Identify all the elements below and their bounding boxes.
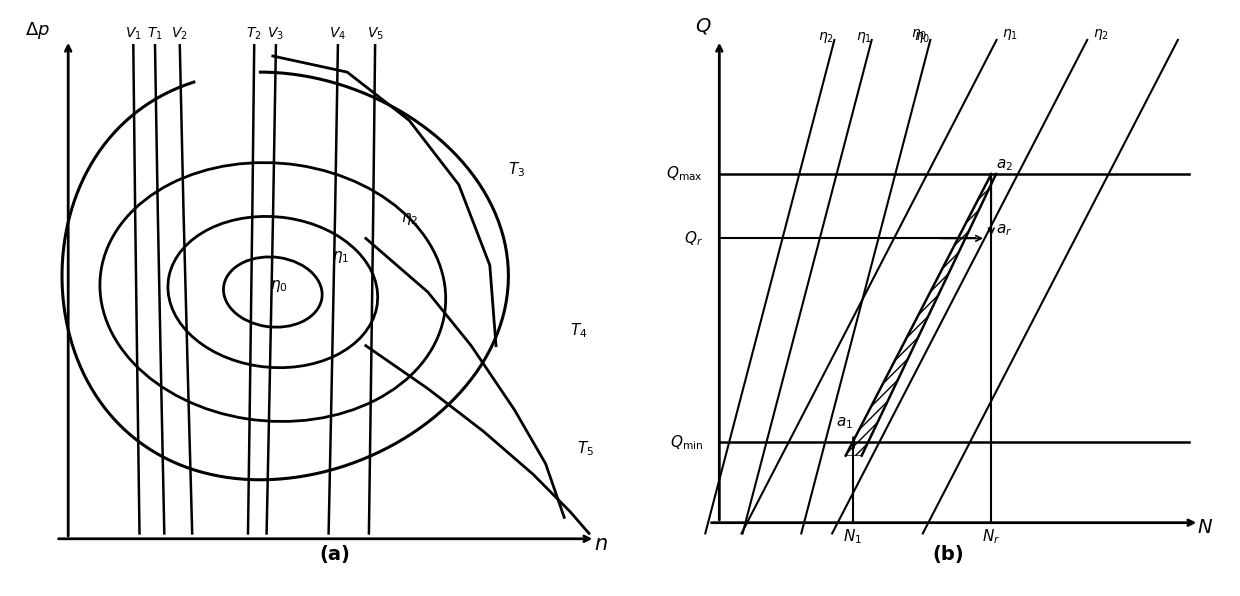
Text: $N$: $N$ xyxy=(1197,519,1213,538)
Text: $T_2$: $T_2$ xyxy=(247,25,262,42)
Text: (b): (b) xyxy=(932,545,965,564)
Text: $N_1$: $N_1$ xyxy=(843,527,862,546)
Text: $a_r$: $a_r$ xyxy=(997,222,1013,238)
Text: $V_2$: $V_2$ xyxy=(171,25,188,42)
Text: $\eta_2$: $\eta_2$ xyxy=(818,30,835,45)
Text: $n$: $n$ xyxy=(594,533,609,554)
Text: $Q_{\mathrm{max}}$: $Q_{\mathrm{max}}$ xyxy=(666,164,703,184)
Text: $T_1$: $T_1$ xyxy=(148,25,162,42)
Text: $\eta_2$: $\eta_2$ xyxy=(1092,27,1109,42)
Text: $V_5$: $V_5$ xyxy=(367,25,383,42)
Polygon shape xyxy=(846,174,996,455)
Text: $V_1$: $V_1$ xyxy=(125,25,141,42)
Text: $V_4$: $V_4$ xyxy=(330,25,346,42)
Text: $\eta_2$: $\eta_2$ xyxy=(401,212,418,227)
Text: $\eta_0$: $\eta_0$ xyxy=(914,30,930,45)
Text: $T_3$: $T_3$ xyxy=(508,160,526,179)
Text: $\eta_1$: $\eta_1$ xyxy=(856,30,872,45)
Text: $a_1$: $a_1$ xyxy=(836,415,853,431)
Text: $a_2$: $a_2$ xyxy=(996,158,1013,173)
Text: $T_5$: $T_5$ xyxy=(577,439,594,458)
Text: $\Delta p$: $\Delta p$ xyxy=(25,20,50,41)
Text: $\eta_1$: $\eta_1$ xyxy=(332,249,350,265)
Text: $Q$: $Q$ xyxy=(696,16,712,36)
Text: $N_r$: $N_r$ xyxy=(982,527,1001,546)
Text: $T_4$: $T_4$ xyxy=(570,321,588,340)
Text: $\eta_0$: $\eta_0$ xyxy=(270,278,288,294)
Text: $\eta_0$: $\eta_0$ xyxy=(911,27,928,42)
Text: $\eta_1$: $\eta_1$ xyxy=(1002,27,1018,42)
Text: (a): (a) xyxy=(320,545,350,564)
Text: $Q_{\mathrm{min}}$: $Q_{\mathrm{min}}$ xyxy=(670,433,703,452)
Text: $Q_r$: $Q_r$ xyxy=(684,229,703,248)
Text: $V_3$: $V_3$ xyxy=(268,25,284,42)
